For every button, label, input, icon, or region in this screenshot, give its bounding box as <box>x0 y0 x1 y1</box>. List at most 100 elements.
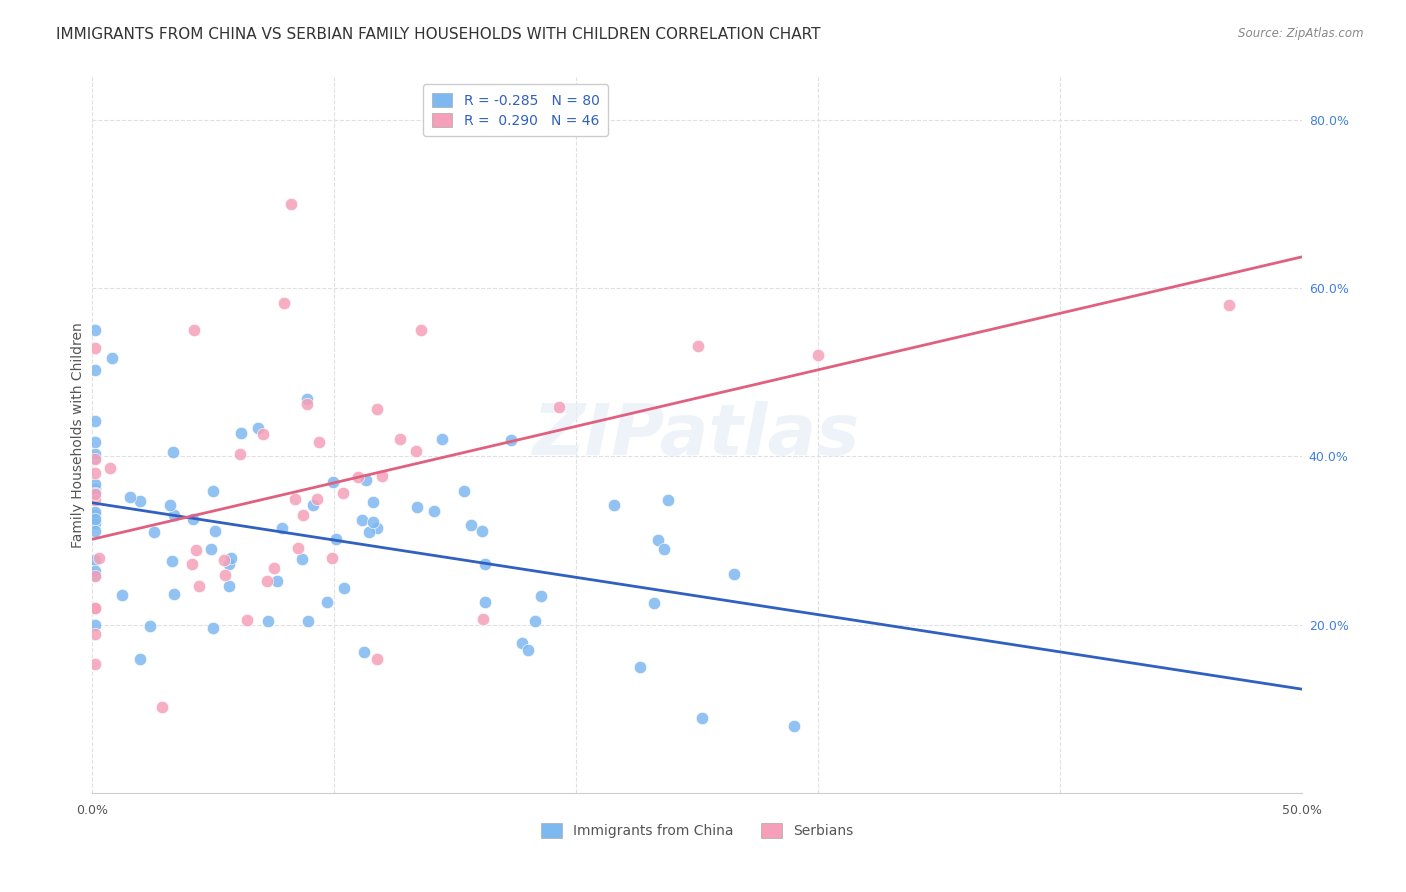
Point <box>291 508 314 523</box>
Point <box>295 392 318 406</box>
Point <box>652 542 675 557</box>
Point <box>83 467 105 481</box>
Point <box>83 447 105 461</box>
Point <box>357 525 380 540</box>
Point <box>83 627 105 641</box>
Point <box>83 492 105 507</box>
Point <box>297 614 319 628</box>
Point <box>83 600 105 615</box>
Point <box>1218 298 1240 312</box>
Point <box>181 512 204 526</box>
Point <box>350 513 373 527</box>
Point <box>361 495 384 509</box>
Point <box>83 505 105 519</box>
Point <box>83 524 105 538</box>
Point <box>266 574 288 588</box>
Point <box>83 508 105 522</box>
Text: IMMIGRANTS FROM CHINA VS SERBIAN FAMILY HOUSEHOLDS WITH CHILDREN CORRELATION CHA: IMMIGRANTS FROM CHINA VS SERBIAN FAMILY … <box>56 27 821 42</box>
Point <box>83 452 105 467</box>
Point <box>460 517 482 532</box>
Point <box>204 524 226 539</box>
Point <box>643 596 665 610</box>
Point <box>218 579 240 593</box>
Point <box>188 579 211 593</box>
Point <box>409 323 432 337</box>
Point <box>530 589 553 603</box>
Point <box>295 396 318 410</box>
Point <box>332 486 354 500</box>
Point <box>690 710 713 724</box>
Point <box>89 551 111 566</box>
Point <box>100 351 122 365</box>
Point <box>229 426 252 441</box>
Point <box>129 493 152 508</box>
Point <box>322 475 344 489</box>
Text: Source: ZipAtlas.com: Source: ZipAtlas.com <box>1239 27 1364 40</box>
Point <box>291 551 314 566</box>
Point <box>98 461 121 475</box>
Point <box>83 486 105 500</box>
Point <box>406 500 429 514</box>
Point <box>218 557 240 571</box>
Point <box>83 553 105 567</box>
Point <box>111 588 134 602</box>
Point <box>354 473 377 487</box>
Point <box>325 533 347 547</box>
Point <box>83 568 105 582</box>
Point <box>252 427 274 442</box>
Point <box>83 512 105 526</box>
Point <box>628 659 651 673</box>
Point <box>183 323 205 337</box>
Point <box>83 564 105 578</box>
Point <box>524 615 547 629</box>
Point <box>228 447 250 461</box>
Point <box>83 323 105 337</box>
Point <box>83 600 105 615</box>
Point <box>129 651 152 665</box>
Point <box>143 525 166 540</box>
Point <box>83 341 105 355</box>
Point <box>83 618 105 632</box>
Point <box>474 557 496 571</box>
Point <box>371 468 394 483</box>
Point <box>432 432 454 446</box>
Point <box>510 636 533 650</box>
Point <box>807 348 830 362</box>
Point <box>159 499 181 513</box>
Point <box>723 567 745 582</box>
Point <box>366 651 388 665</box>
Point <box>118 490 141 504</box>
Point <box>647 533 669 548</box>
Point <box>212 553 235 567</box>
Point <box>83 363 105 377</box>
Point <box>517 643 540 657</box>
Point <box>547 400 569 414</box>
Point <box>307 491 329 506</box>
Point <box>686 339 709 353</box>
Point <box>150 700 173 714</box>
Point <box>321 551 343 566</box>
Y-axis label: Family Households with Children: Family Households with Children <box>72 323 86 549</box>
Point <box>783 719 806 733</box>
Point <box>83 516 105 531</box>
Point <box>366 401 388 416</box>
Point <box>163 587 186 601</box>
Point <box>287 541 309 555</box>
Point <box>200 541 222 556</box>
Point <box>162 444 184 458</box>
Point <box>263 561 285 575</box>
Point <box>83 413 105 427</box>
Point <box>83 477 105 491</box>
Point <box>453 483 475 498</box>
Point <box>422 504 444 518</box>
Text: ZIPatlas: ZIPatlas <box>533 401 860 470</box>
Point <box>236 613 259 627</box>
Point <box>284 491 307 506</box>
Point <box>219 550 242 565</box>
Point <box>472 612 495 626</box>
Point <box>138 619 160 633</box>
Legend: Immigrants from China, Serbians: Immigrants from China, Serbians <box>536 818 859 844</box>
Point <box>214 568 236 582</box>
Point <box>474 595 496 609</box>
Point <box>160 553 183 567</box>
